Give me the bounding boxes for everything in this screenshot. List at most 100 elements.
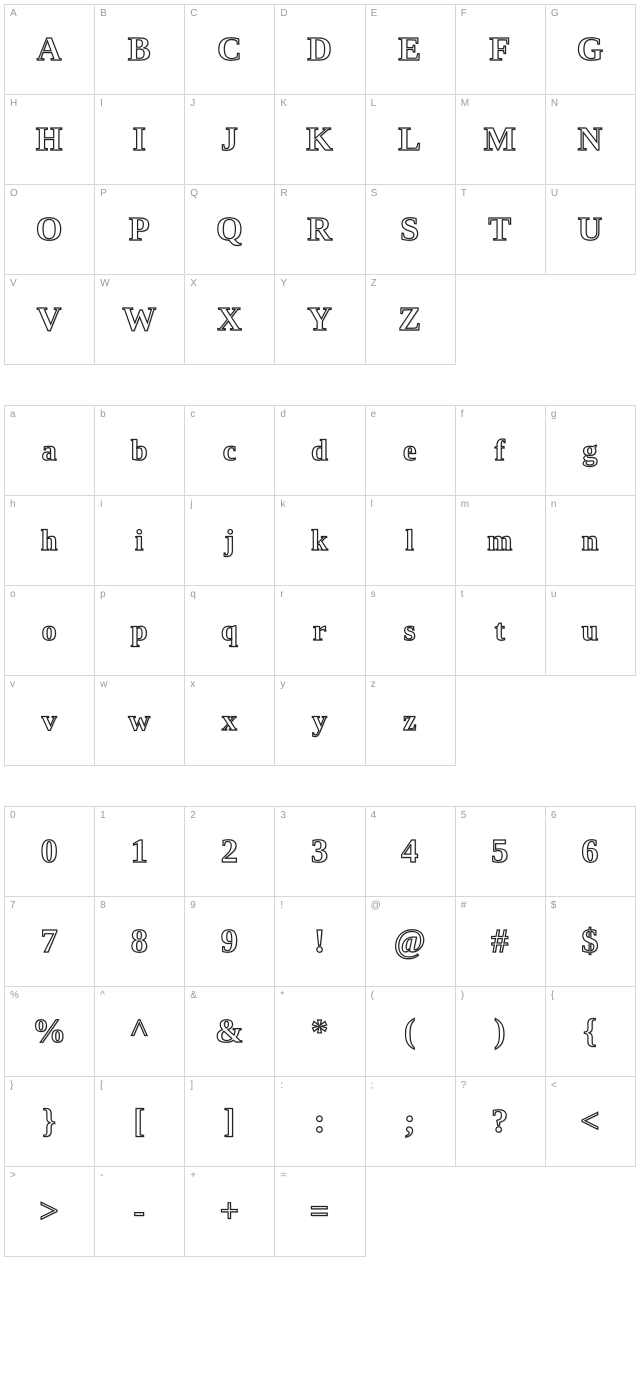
- glyph-display: N: [578, 123, 604, 157]
- glyph-display: G: [577, 33, 604, 67]
- glyph-display: a: [42, 436, 58, 466]
- glyph-display: ?: [491, 1105, 509, 1139]
- empty-cell: [456, 1167, 546, 1257]
- glyph-display: Z: [398, 303, 422, 337]
- glyph-display: o: [42, 616, 58, 646]
- glyph-cell: ((: [366, 987, 456, 1077]
- glyph-display: D: [307, 33, 333, 67]
- glyph-cell: dd: [275, 406, 365, 496]
- glyph-display: b: [131, 436, 149, 466]
- glyph-grid: AABBCCDDEEFFGGHHIIJJKKLLMMNNOOPPQQRRSSTT…: [4, 4, 636, 365]
- glyph-display: P: [129, 213, 151, 247]
- glyph-label: W: [100, 278, 109, 289]
- glyph-cell: BB: [95, 5, 185, 95]
- glyph-cell: NN: [546, 95, 636, 185]
- glyph-cell: 66: [546, 807, 636, 897]
- glyph-label: T: [461, 188, 467, 199]
- empty-cell: [456, 676, 546, 766]
- glyph-display: 5: [491, 835, 509, 869]
- glyph-cell: tt: [456, 586, 546, 676]
- glyph-cell: gg: [546, 406, 636, 496]
- glyph-label: l: [371, 499, 373, 510]
- glyph-cell: ss: [366, 586, 456, 676]
- glyph-label: X: [190, 278, 197, 289]
- glyph-display: M: [484, 123, 517, 157]
- glyph-label: ?: [461, 1080, 467, 1091]
- glyph-label: k: [280, 499, 285, 510]
- glyph-label: D: [280, 8, 287, 19]
- glyph-label: x: [190, 679, 195, 690]
- glyph-label: P: [100, 188, 107, 199]
- glyph-label: j: [190, 499, 192, 510]
- glyph-cell: %%: [5, 987, 95, 1077]
- glyph-display: !: [314, 925, 326, 959]
- glyph-cell: II: [95, 95, 185, 185]
- glyph-display: :: [314, 1105, 326, 1139]
- glyph-label: #: [461, 900, 467, 911]
- glyph-label: ]: [190, 1080, 193, 1091]
- glyph-display: #: [491, 925, 509, 959]
- glyph-label: +: [190, 1170, 196, 1181]
- glyph-cell: ZZ: [366, 275, 456, 365]
- glyph-cell: QQ: [185, 185, 275, 275]
- glyph-label: G: [551, 8, 559, 19]
- glyph-display: S: [400, 213, 420, 247]
- glyph-display: z: [403, 706, 417, 736]
- glyph-display: K: [306, 123, 333, 157]
- empty-cell: [456, 275, 546, 365]
- glyph-cell: CC: [185, 5, 275, 95]
- glyph-cell: LL: [366, 95, 456, 185]
- glyph-display: c: [223, 436, 237, 466]
- glyph-display: j: [224, 526, 235, 556]
- empty-cell: [546, 1167, 636, 1257]
- glyph-display: >: [39, 1195, 59, 1229]
- glyph-display: H: [36, 123, 63, 157]
- glyph-cell: JJ: [185, 95, 275, 185]
- glyph-display: 3: [311, 835, 329, 869]
- glyph-display: w: [128, 706, 151, 736]
- glyph-display: E: [398, 33, 422, 67]
- glyph-display: v: [42, 706, 58, 736]
- glyph-cell: 44: [366, 807, 456, 897]
- glyph-label: A: [10, 8, 17, 19]
- glyph-display: 9: [221, 925, 239, 959]
- glyph-display: e: [403, 436, 417, 466]
- glyph-label: o: [10, 589, 16, 600]
- section-lowercase: aabbccddeeffgghhiijjkkllmmnnooppqqrrsstt…: [4, 405, 636, 766]
- glyph-display: ]: [224, 1105, 236, 1139]
- glyph-label: t: [461, 589, 464, 600]
- glyph-display: X: [217, 303, 243, 337]
- glyph-label: N: [551, 98, 558, 109]
- glyph-label: 0: [10, 810, 16, 821]
- glyph-grid: aabbccddeeffgghhiijjkkllmmnnooppqqrrsstt…: [4, 405, 636, 766]
- glyph-cell: HH: [5, 95, 95, 185]
- glyph-display: -: [134, 1195, 146, 1229]
- glyph-cell: 99: [185, 897, 275, 987]
- glyph-cell: 22: [185, 807, 275, 897]
- glyph-label: 5: [461, 810, 467, 821]
- glyph-cell: vv: [5, 676, 95, 766]
- glyph-display: 0: [41, 835, 59, 869]
- glyph-label: 7: [10, 900, 16, 911]
- glyph-cell: ]]: [185, 1077, 275, 1167]
- glyph-label: ): [461, 990, 464, 1001]
- glyph-cell: WW: [95, 275, 185, 365]
- glyph-label: h: [10, 499, 16, 510]
- glyph-cell: 33: [275, 807, 365, 897]
- glyph-label: 1: [100, 810, 106, 821]
- glyph-label: 4: [371, 810, 377, 821]
- glyph-label: }: [10, 1080, 13, 1091]
- glyph-label: e: [371, 409, 377, 420]
- glyph-cell: oo: [5, 586, 95, 676]
- glyph-display: A: [37, 33, 63, 67]
- glyph-label: d: [280, 409, 286, 420]
- glyph-label: =: [280, 1170, 286, 1181]
- glyph-display: F: [489, 33, 511, 67]
- glyph-display: 2: [221, 835, 239, 869]
- glyph-cell: VV: [5, 275, 95, 365]
- glyph-cell: kk: [275, 496, 365, 586]
- glyph-cell: qq: [185, 586, 275, 676]
- glyph-cell: ii: [95, 496, 185, 586]
- glyph-cell: AA: [5, 5, 95, 95]
- glyph-display: ;: [404, 1105, 416, 1139]
